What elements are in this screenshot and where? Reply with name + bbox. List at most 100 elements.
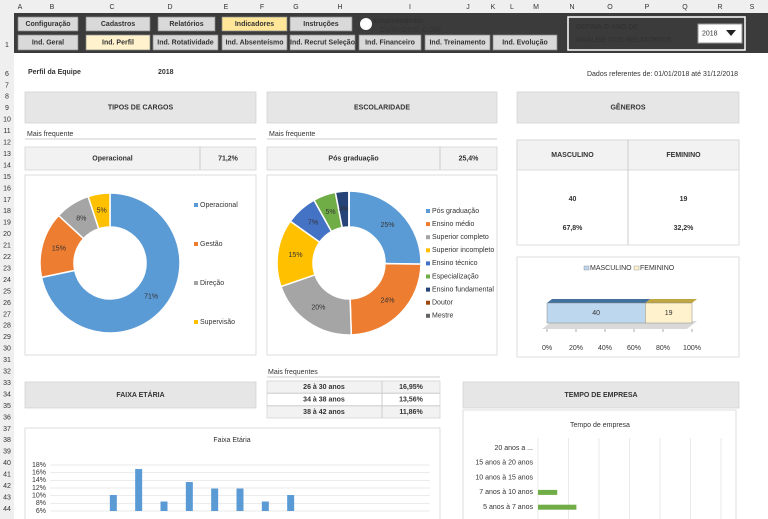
legend-swatch	[426, 209, 430, 213]
nav-button[interactable]	[152, 34, 219, 51]
row-number: 8	[5, 94, 9, 101]
nav-button[interactable]	[424, 34, 491, 51]
slice-label: 25%	[380, 222, 394, 229]
row-number: 22	[3, 254, 11, 261]
column-letter: R	[717, 4, 722, 11]
bar	[211, 488, 219, 511]
logo-site: CURIOSO.COM	[380, 27, 442, 34]
row-number: 12	[3, 140, 11, 147]
row-number: 19	[3, 220, 11, 227]
slice-label: 8%	[76, 215, 86, 222]
nav-button[interactable]	[17, 34, 79, 51]
nav-button[interactable]	[17, 16, 79, 32]
slice-label: 5%	[97, 208, 107, 215]
age-row	[266, 393, 441, 406]
dashboard: A B C D E F G H I J K L M N O P Q R S167891011121314151617…	[3, 4, 755, 519]
bar	[261, 501, 269, 511]
bar	[185, 482, 193, 511]
row-number: 23	[3, 265, 11, 272]
section-title: TEMPO DE EMPRESA	[564, 392, 637, 399]
row-number: 44	[3, 506, 11, 513]
legend-swatch	[426, 274, 430, 279]
age-share: 13,56%	[399, 396, 424, 403]
column-letter: D	[167, 4, 172, 11]
page-year: 2018	[158, 69, 174, 76]
nav-button[interactable]	[289, 16, 353, 32]
column-letter: F	[260, 4, 264, 11]
nav-button[interactable]	[157, 16, 216, 32]
card-label: Pós graduação	[328, 155, 378, 162]
legend-swatch	[426, 300, 430, 305]
bar-value: 40	[592, 310, 600, 317]
gender-count: 40	[569, 196, 577, 203]
row-number: 38	[3, 437, 11, 444]
y-tick-label: 16%	[32, 470, 46, 477]
y-tick-label: 7 anos à 10 anos	[479, 489, 533, 496]
gender-header-label: MASCULINO	[551, 152, 594, 159]
gender-share: 67,8%	[563, 225, 584, 232]
nav-button-label: Instruções	[303, 21, 339, 28]
legend-label: MASCULINO	[590, 265, 632, 272]
section-header	[462, 381, 740, 409]
section-header	[24, 381, 257, 409]
legend-label: Superior completo	[432, 234, 489, 241]
slice-label: 15%	[289, 252, 303, 259]
donut-slice	[87, 192, 111, 230]
section-header	[24, 91, 257, 124]
year-select[interactable]	[697, 23, 743, 44]
age-share: 11,86%	[399, 409, 423, 416]
row-number: 7	[5, 82, 9, 89]
y-tick-label: 12%	[32, 485, 46, 492]
row-number: 15	[3, 174, 11, 181]
legend-swatch	[426, 313, 430, 318]
gender-header-label: FEMININO	[666, 152, 701, 159]
legend-label: FEMININO	[640, 265, 675, 272]
year-label: DEFINA O ANO DE	[576, 24, 638, 31]
y-tick-label: 10 anos à 15 anos	[475, 474, 533, 481]
nav-button[interactable]	[221, 16, 288, 32]
nav-button[interactable]	[221, 34, 288, 51]
legend-swatch	[426, 248, 430, 253]
bar-top	[547, 299, 651, 303]
section-title: GÊNEROS	[610, 102, 645, 111]
legend-label: Especialização	[432, 273, 479, 280]
nav-button[interactable]	[85, 16, 151, 32]
card-value: 71,2%	[218, 155, 239, 162]
row-number: 1	[5, 42, 9, 49]
column-letter: M	[533, 4, 539, 11]
x-tick-label: 60%	[627, 345, 641, 352]
nav-button[interactable]	[492, 34, 558, 51]
legend-swatch	[583, 265, 590, 271]
bar	[109, 495, 117, 511]
section-title: FAIXA ETÁRIA	[116, 390, 164, 399]
nav-button-label: Ind. Treinamento	[429, 39, 485, 46]
nav-button-label: Ind. Financeiro	[365, 39, 415, 46]
nav-button[interactable]	[85, 34, 151, 51]
nav-button-label: Indicadores	[235, 21, 274, 28]
card-value: 25,4%	[459, 155, 480, 162]
row-number: 36	[3, 414, 11, 421]
slice-label: 7%	[308, 220, 318, 227]
nav-button-label: Ind. Evolução	[502, 39, 548, 46]
row-number: 43	[3, 494, 11, 501]
legend-label: Pós graduação	[432, 208, 479, 215]
card	[24, 146, 257, 171]
section-title: ESCOLARIDADE	[354, 104, 410, 111]
row-number: 26	[3, 300, 11, 307]
row-number: 41	[3, 472, 11, 479]
legend-label: Ensino fundamental	[432, 286, 494, 293]
slice-label: 15%	[52, 246, 66, 253]
y-tick-label: 14%	[32, 477, 46, 484]
section-title: TIPOS DE CARGOS	[108, 104, 174, 111]
age-caption: Mais frequentes	[268, 369, 318, 376]
row-header-bar	[0, 0, 14, 519]
row-number: 31	[3, 357, 11, 364]
column-letter: P	[645, 4, 650, 11]
nav-button[interactable]	[358, 34, 422, 51]
nav-button[interactable]	[289, 34, 356, 51]
card-caption: Mais frequente	[269, 131, 315, 138]
row-number: 24	[3, 277, 11, 284]
column-letter: J	[466, 4, 470, 11]
donut-slice	[348, 190, 422, 265]
column-letter: G	[293, 4, 298, 11]
